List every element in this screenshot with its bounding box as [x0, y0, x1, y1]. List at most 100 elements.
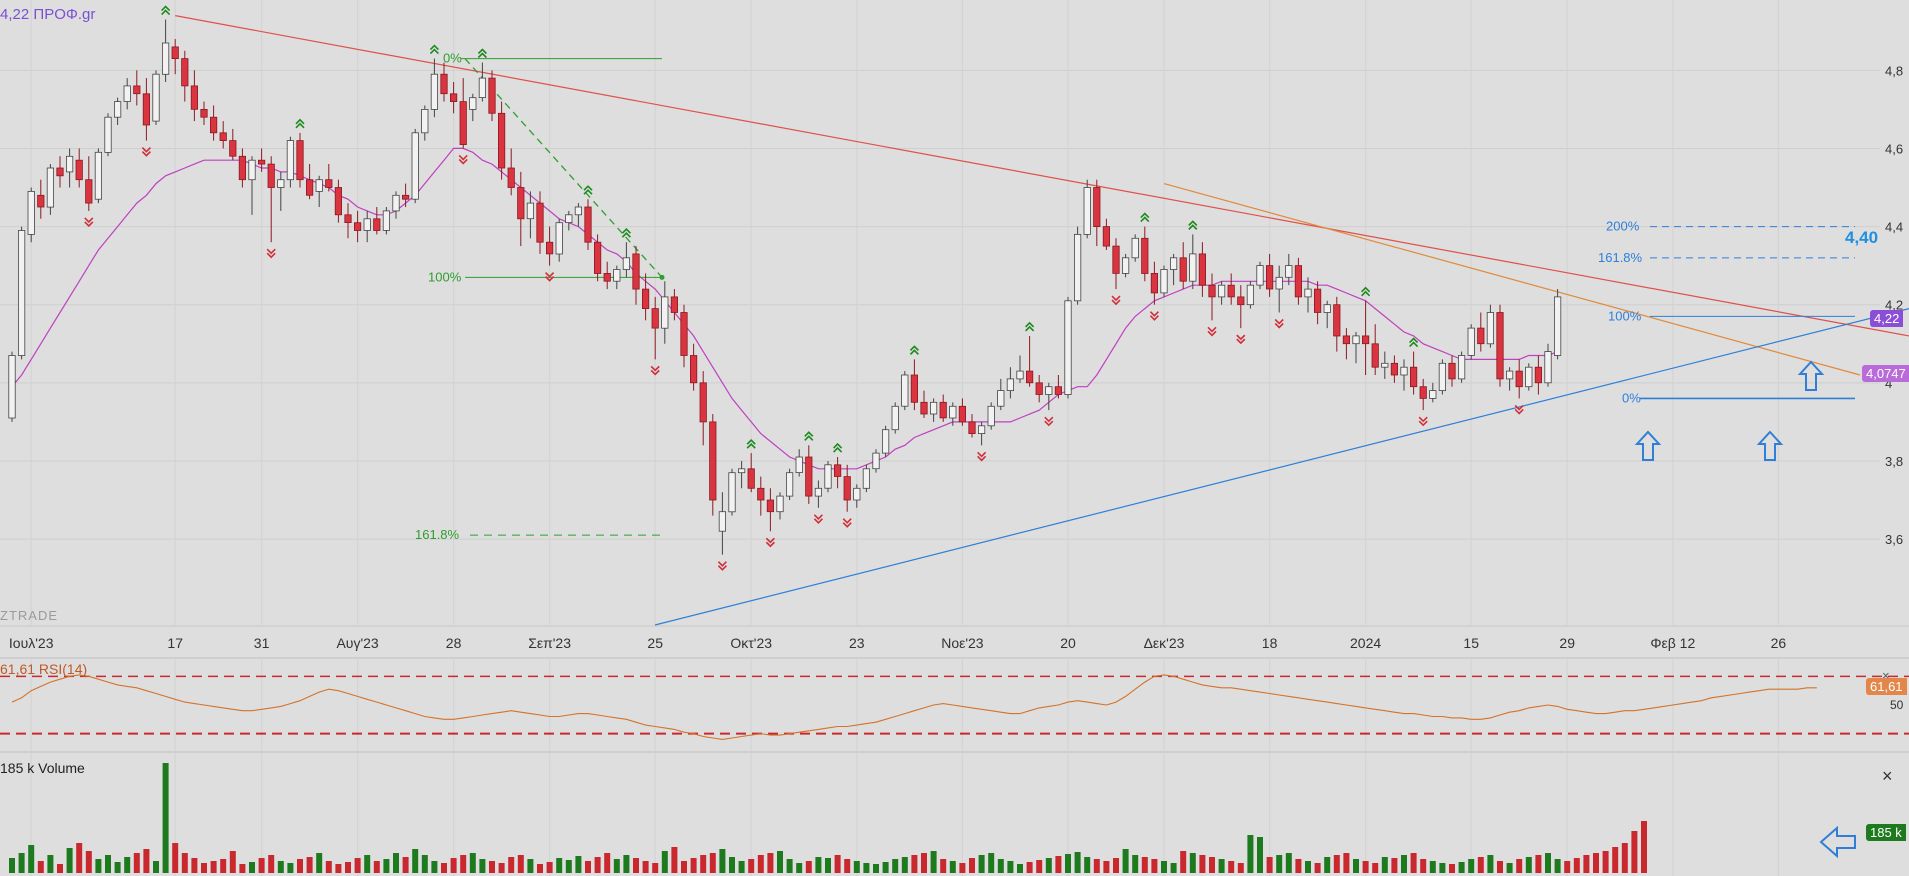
candle-body	[910, 374, 919, 403]
candle-body	[209, 116, 218, 134]
rsi-line	[11, 674, 1817, 740]
volume-bar	[95, 859, 102, 873]
close-rsi-panel-icon[interactable]: ×	[1882, 668, 1890, 683]
volume-bar	[364, 855, 371, 873]
volume-bar	[1593, 853, 1599, 873]
volume-bar	[441, 863, 447, 873]
time-tick-label: 17	[167, 635, 183, 651]
volume-bar	[527, 859, 534, 873]
volume-bar	[873, 864, 879, 873]
candle-body	[1179, 257, 1187, 282]
candle-body	[1381, 362, 1389, 368]
volume-bar	[988, 853, 995, 873]
time-tick-label: 31	[254, 635, 270, 651]
volume-bar	[1429, 861, 1436, 873]
volume-bar	[249, 862, 255, 873]
candle-body	[181, 58, 189, 87]
volume-bar	[229, 851, 236, 873]
volume-bar	[1381, 857, 1388, 873]
candle-body	[94, 151, 102, 200]
volume-bar	[287, 863, 294, 873]
candle-body	[104, 116, 112, 153]
candle-body	[1198, 253, 1206, 286]
candle-body	[1438, 362, 1446, 391]
candle-body	[526, 202, 535, 220]
volume-bar	[47, 855, 54, 873]
candle-body	[478, 77, 487, 98]
candle-body	[651, 308, 659, 329]
volume-bar	[114, 862, 121, 873]
volume-bar	[1391, 858, 1398, 873]
candle-body	[75, 159, 83, 181]
candle-body	[565, 214, 573, 224]
volume-bar	[738, 861, 745, 873]
volume-bar	[489, 861, 495, 873]
candle-body	[277, 179, 285, 188]
close-volume-panel-icon[interactable]: ×	[1882, 766, 1893, 786]
candle-body	[805, 456, 813, 497]
candle-body	[1246, 284, 1254, 306]
candle-body	[1064, 300, 1072, 395]
volume-bar	[421, 855, 428, 873]
volume-bar	[316, 853, 323, 873]
candle-body	[1534, 366, 1542, 384]
target-price-label: 4,40	[1845, 228, 1879, 247]
volume-bar	[969, 858, 975, 873]
candle-body	[747, 468, 755, 489]
volume-bar	[1410, 853, 1417, 873]
fib-left-anchor-point	[659, 274, 665, 280]
volume-bar	[757, 855, 764, 873]
volume-bar	[220, 859, 227, 873]
volume-bar	[786, 859, 793, 873]
volume-bar	[162, 763, 169, 873]
volume-bar	[1228, 861, 1235, 873]
volume-bar	[997, 859, 1004, 873]
fractal-up-marker	[161, 5, 171, 16]
candle-body	[1467, 327, 1475, 356]
candle-body	[1333, 304, 1341, 337]
time-tick-label: 18	[1262, 635, 1278, 651]
red-resistance-trendline	[175, 15, 1909, 337]
candle-body	[344, 214, 352, 224]
candle-body	[574, 206, 583, 216]
volume-bar	[940, 859, 947, 873]
volume-bar	[1093, 859, 1100, 873]
candle-body	[114, 101, 122, 118]
candle-body	[1150, 272, 1158, 294]
fractal-down-marker	[84, 217, 94, 228]
fractal-up-marker	[621, 228, 631, 238]
fractal-up-marker	[804, 431, 814, 441]
candle-body	[1525, 366, 1533, 388]
candle-body	[257, 159, 266, 165]
ticker-price-label: 4,22 ΠΡΟΦ.gr	[0, 6, 96, 23]
candle-body	[1486, 312, 1494, 345]
volume-bar	[978, 855, 985, 873]
time-tick-label: 20	[1060, 635, 1076, 651]
volume-bar	[460, 855, 467, 873]
fractal-up-marker	[583, 185, 593, 195]
fractal-up-marker	[477, 48, 487, 59]
volume-bar	[633, 858, 639, 873]
fib-left-level-label: 100%	[428, 269, 462, 284]
volume-bar	[1564, 861, 1571, 873]
volume-bar	[1401, 855, 1407, 873]
volume-bar	[748, 859, 755, 873]
volume-bar	[57, 864, 63, 873]
candle-body	[267, 163, 275, 188]
volume-bar	[1449, 864, 1455, 873]
candle-body	[507, 167, 515, 188]
volume-bar	[66, 848, 73, 873]
candle-body	[709, 421, 717, 501]
blue-support-trendline	[654, 308, 1909, 626]
volume-bar	[1573, 858, 1580, 873]
candle-body	[363, 218, 371, 231]
volume-panel-title: 185 k Volume	[0, 760, 85, 776]
candle-body	[555, 222, 563, 255]
candle-body	[27, 190, 35, 235]
volume-bar	[1055, 856, 1062, 873]
volume-bar	[1621, 843, 1628, 873]
candle-body	[997, 390, 1005, 407]
volume-bar	[1074, 852, 1081, 873]
